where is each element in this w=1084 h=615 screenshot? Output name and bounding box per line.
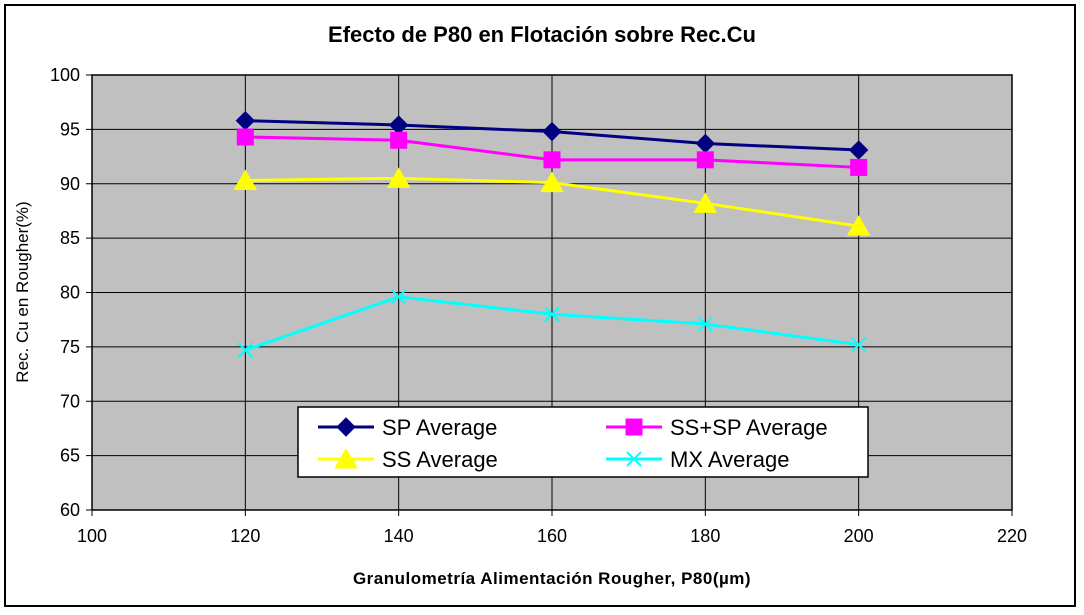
data-point (390, 131, 408, 149)
series-mx-average (237, 289, 867, 358)
x-tick-label: 120 (230, 526, 260, 546)
x-tick-label: 160 (537, 526, 567, 546)
legend: SP Average SS+SP Average SS Average MX Aver… (297, 406, 869, 478)
y-tick-label: 90 (60, 174, 80, 194)
y-tick-label: 65 (60, 446, 80, 466)
data-point (696, 151, 714, 169)
series-ss-sp-average (236, 128, 868, 176)
y-tick-label: 80 (60, 283, 80, 303)
chart-title: Efecto de P80 en Flotación sobre Rec.Cu (328, 22, 756, 47)
x-tick-label: 140 (384, 526, 414, 546)
legend-label: SP Average (382, 415, 497, 440)
data-point (697, 316, 714, 332)
data-point (850, 158, 868, 176)
y-axis-label: Rec. Cu en Rougher(%) (13, 201, 32, 382)
series-sp-average (235, 110, 869, 160)
x-tick-label: 200 (844, 526, 874, 546)
x-tick-label: 100 (77, 526, 107, 546)
legend-label: SS Average (382, 447, 498, 472)
legend-box (297, 406, 869, 478)
legend-marker (336, 417, 356, 437)
y-tick-label: 85 (60, 228, 80, 248)
data-point (542, 121, 562, 142)
x-tick-label: 220 (997, 526, 1027, 546)
data-point (846, 215, 871, 236)
data-point (233, 169, 258, 190)
data-point (543, 151, 561, 169)
x-axis-label: Granulometría Alimentación Rougher, P80(… (353, 569, 751, 588)
data-point (386, 167, 411, 188)
y-tick-label: 75 (60, 337, 80, 357)
data-point (390, 289, 407, 305)
legend-marker (625, 418, 643, 436)
legend-label: SS+SP Average (670, 415, 828, 440)
legend-label: MX Average (670, 447, 789, 472)
legend-marker (626, 451, 642, 467)
data-point (540, 171, 564, 193)
data-point (237, 342, 254, 358)
x-tick-label: 180 (690, 526, 720, 546)
legend-entry: SS+SP Average (606, 415, 828, 440)
y-tick-label: 100 (50, 65, 80, 85)
legend-entry: SS Average (318, 447, 498, 472)
y-tick-label: 70 (60, 391, 80, 411)
data-point (544, 306, 560, 322)
y-tick-label: 95 (60, 119, 80, 139)
legend-marker (334, 448, 358, 469)
legend-entry: MX Average (606, 447, 789, 472)
data-point (693, 192, 718, 213)
data-point (850, 336, 867, 353)
series-ss-average (233, 167, 871, 236)
data-point (236, 128, 254, 146)
legend-entry: SP Average (318, 415, 497, 440)
y-tick-label: 60 (60, 500, 80, 520)
